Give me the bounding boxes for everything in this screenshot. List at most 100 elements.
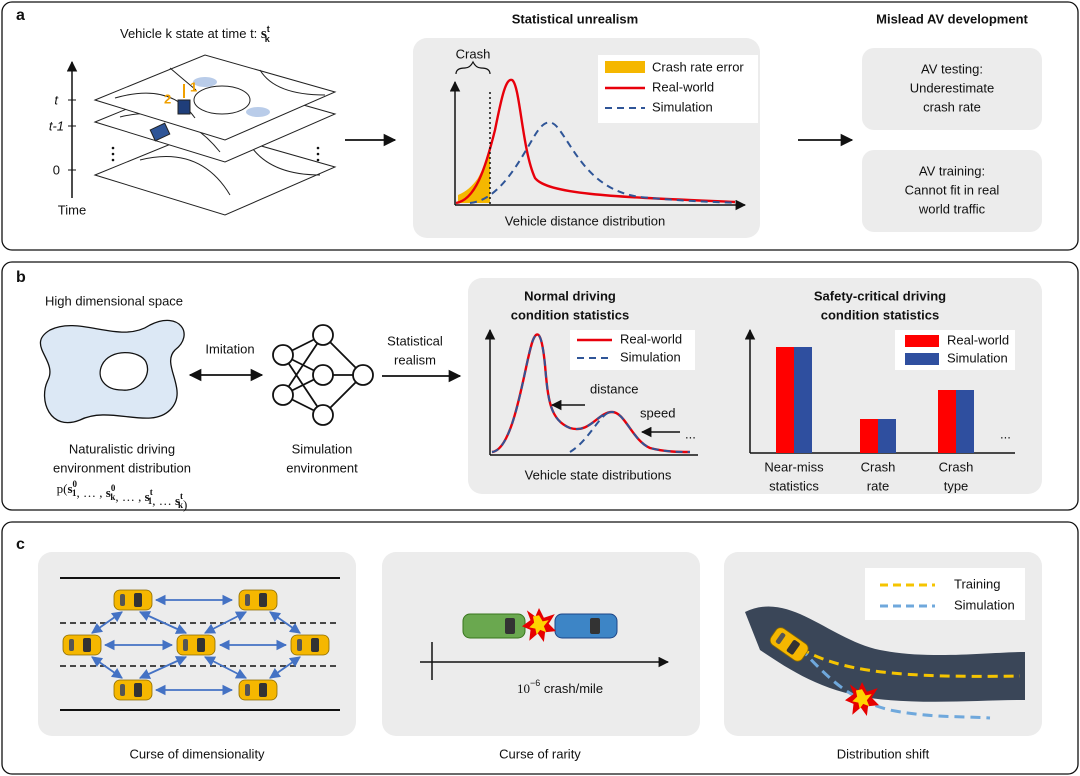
ellipsis-dots bbox=[111, 146, 115, 150]
ellipsis-dots bbox=[316, 146, 320, 150]
rarity-label: −6 bbox=[530, 678, 540, 688]
state-chart bbox=[491, 333, 691, 454]
distance-chart bbox=[455, 60, 491, 75]
shift-scene bbox=[745, 568, 1025, 720]
distance-chart bbox=[455, 78, 736, 205]
map-number: 2 bbox=[164, 91, 171, 106]
bar bbox=[860, 419, 878, 453]
bar bbox=[794, 347, 812, 453]
time-tick: t-1 bbox=[49, 118, 64, 133]
dimensionality-scene bbox=[60, 577, 340, 711]
legend-label: Simulation bbox=[947, 350, 1008, 365]
bar bbox=[938, 390, 956, 453]
neural-net bbox=[282, 334, 364, 416]
section-title: Statistical unrealism bbox=[512, 11, 638, 26]
neural-net bbox=[352, 364, 374, 386]
shift-scene bbox=[745, 606, 1025, 702]
naturalistic-label: Naturalistic driving bbox=[69, 441, 175, 456]
caption: Curse of rarity bbox=[499, 746, 581, 761]
bar bbox=[956, 390, 974, 453]
state-chart bbox=[569, 411, 613, 453]
ellipsis-dots bbox=[111, 158, 115, 162]
neural-net bbox=[272, 384, 294, 406]
dimensionality-scene bbox=[62, 634, 102, 656]
caption: Curse of dimensionality bbox=[129, 746, 265, 761]
imitation-label: Imitation bbox=[205, 341, 254, 356]
naturalistic-label: environment distribution bbox=[53, 460, 191, 475]
distribution-blob bbox=[39, 319, 185, 424]
legend-label: Real-world bbox=[652, 79, 714, 94]
outcome-line: crash rate bbox=[923, 99, 981, 114]
outcome-line: Cannot fit in real bbox=[905, 182, 1000, 197]
formula-part: , … , bbox=[77, 485, 106, 500]
dimensionality-scene bbox=[269, 611, 301, 634]
crash-label: Crash bbox=[456, 46, 491, 61]
formula-sub: 1 bbox=[72, 488, 77, 498]
state-title: s bbox=[261, 26, 267, 42]
time-axis bbox=[66, 60, 78, 198]
state-title: k bbox=[265, 34, 271, 44]
formula-part: s bbox=[106, 485, 111, 500]
bar bbox=[776, 347, 794, 453]
dimensionality-scene bbox=[238, 589, 278, 611]
formula-part: s bbox=[67, 481, 72, 496]
chart-title: Normal driving bbox=[524, 288, 616, 303]
distance-chart bbox=[449, 55, 758, 211]
state-title: t bbox=[267, 24, 270, 34]
dimensionality-scene bbox=[91, 611, 123, 634]
formula-sub: k bbox=[110, 492, 115, 502]
outcome-line: AV testing: bbox=[921, 61, 983, 76]
annotation: speed bbox=[640, 405, 675, 420]
panel-frames bbox=[1, 1, 1079, 251]
dimensionality-scene bbox=[238, 679, 278, 701]
formula-part: ) bbox=[183, 497, 187, 512]
map-layers bbox=[193, 85, 251, 115]
bar bbox=[878, 419, 896, 453]
category-label: Crash bbox=[939, 459, 974, 474]
formula-sub: k bbox=[178, 500, 183, 510]
outcome-text: AV testing: Underestimate crash rate AV tra… bbox=[905, 61, 1000, 216]
ellipsis: ... bbox=[1000, 426, 1011, 441]
formula-sup: 0 bbox=[73, 479, 78, 489]
chart-title: Safety-critical driving bbox=[814, 288, 946, 303]
outcome-box bbox=[862, 48, 1042, 130]
category-label: rate bbox=[867, 478, 889, 493]
outcome-line: AV training: bbox=[919, 163, 985, 178]
section-title: Mislead AV development bbox=[876, 11, 1028, 26]
ellipsis-dots bbox=[316, 152, 320, 156]
dimensionality-scene bbox=[113, 679, 153, 701]
category-label: type bbox=[944, 478, 969, 493]
state-title: Vehicle k state at time t: bbox=[120, 26, 261, 41]
map-number: 1 bbox=[190, 79, 197, 94]
time-tick: 0 bbox=[53, 162, 60, 177]
chart-title: condition statistics bbox=[821, 307, 939, 322]
ellipsis-dots bbox=[316, 158, 320, 162]
formula-part: p( bbox=[57, 481, 68, 496]
formula-sup: t bbox=[150, 487, 153, 497]
rarity-scene bbox=[505, 618, 515, 634]
sim-env-label: Simulation bbox=[292, 441, 353, 456]
state-chart bbox=[484, 328, 698, 456]
dimensionality-scene bbox=[91, 594, 301, 696]
formula-part: s bbox=[145, 489, 150, 504]
sim-env-label: environment bbox=[286, 460, 358, 475]
legend-label: Crash rate error bbox=[652, 59, 744, 74]
legend-swatch bbox=[905, 335, 939, 347]
chart-title: condition statistics bbox=[511, 307, 629, 322]
dimensionality-scene bbox=[139, 611, 187, 634]
neural-net bbox=[312, 364, 334, 386]
map-layers bbox=[193, 77, 217, 87]
panel-label: b bbox=[16, 269, 26, 286]
ellipsis-dots bbox=[111, 152, 115, 156]
shift-scene bbox=[798, 646, 991, 720]
bar-chart: Real-world Simulation Near-miss statistics C… bbox=[744, 328, 1015, 493]
legend-label: Real-world bbox=[620, 331, 682, 346]
caption: Distribution shift bbox=[837, 746, 930, 761]
legend-label: Training bbox=[954, 576, 1000, 591]
dimensionality-scene bbox=[204, 656, 247, 679]
ellipsis-dots bbox=[111, 146, 320, 162]
category-label: Crash bbox=[861, 459, 896, 474]
